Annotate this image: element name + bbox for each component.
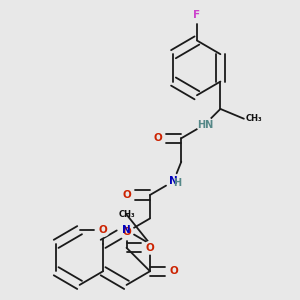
Circle shape: [167, 265, 180, 278]
Text: N: N: [169, 176, 178, 186]
Text: F: F: [194, 10, 200, 20]
Text: N: N: [122, 225, 131, 235]
Text: CH₃: CH₃: [245, 114, 262, 123]
Circle shape: [152, 132, 164, 145]
Circle shape: [190, 8, 204, 22]
Circle shape: [144, 242, 156, 254]
Circle shape: [120, 189, 133, 201]
Circle shape: [120, 224, 133, 236]
Circle shape: [197, 117, 213, 132]
Circle shape: [120, 226, 133, 239]
Text: O: O: [122, 190, 131, 200]
Text: H: H: [173, 178, 181, 188]
Circle shape: [97, 224, 109, 236]
Text: HN: HN: [196, 120, 213, 130]
Text: O: O: [99, 225, 107, 235]
Circle shape: [167, 175, 180, 188]
Text: O: O: [169, 266, 178, 276]
Text: CH₃: CH₃: [118, 210, 135, 219]
Text: O: O: [146, 243, 154, 253]
Text: O: O: [153, 133, 162, 143]
Text: O: O: [122, 227, 131, 237]
